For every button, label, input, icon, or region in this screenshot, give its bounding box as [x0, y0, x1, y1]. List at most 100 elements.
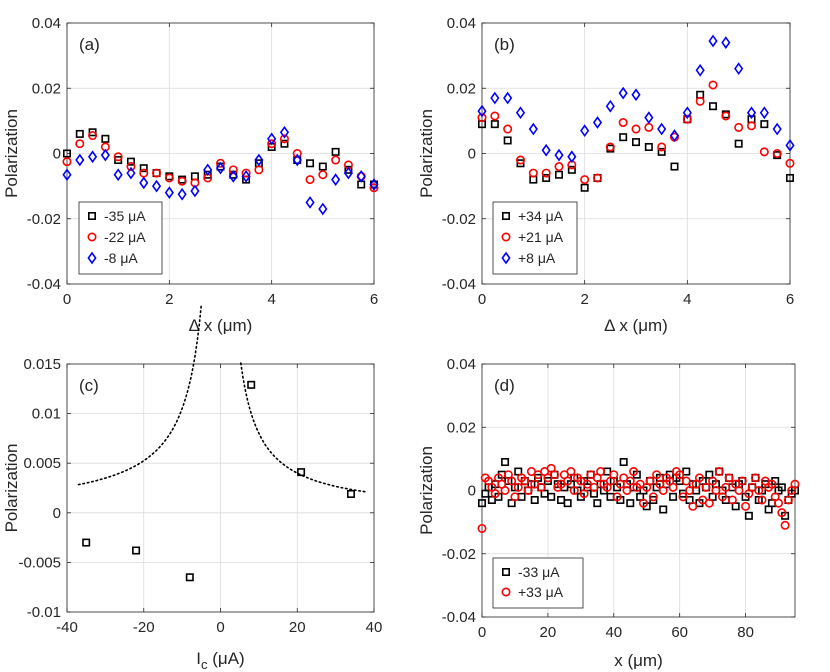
data-point — [711, 485, 721, 495]
data-point — [554, 170, 563, 179]
data-point — [113, 168, 123, 182]
data-point — [490, 111, 500, 121]
data-point — [164, 186, 174, 200]
data-point — [750, 473, 760, 483]
data-point — [515, 155, 525, 165]
x-tick-label: 6 — [786, 291, 794, 308]
x-axis-label: Δ x (μm) — [189, 316, 253, 335]
data-point — [704, 498, 714, 508]
data-point — [760, 120, 769, 129]
data-point — [510, 492, 520, 502]
data-point — [759, 106, 769, 120]
data-point — [580, 124, 590, 138]
data-point — [490, 120, 499, 129]
legend-label: -35 μA — [104, 208, 146, 224]
data-point — [530, 495, 539, 504]
data-point — [185, 573, 194, 582]
y-axis-label: Polarization — [417, 446, 436, 535]
data-point — [657, 147, 666, 156]
data-point — [685, 485, 695, 495]
data-point — [657, 142, 667, 152]
data-point — [203, 170, 212, 179]
data-point — [721, 36, 731, 49]
data-point — [75, 139, 85, 149]
data-point — [688, 501, 698, 511]
data-point — [114, 156, 123, 165]
legend-marker — [501, 587, 511, 597]
data-point — [87, 150, 98, 164]
data-point — [241, 168, 251, 178]
data-point — [670, 162, 679, 171]
panel-d: 0 20 40 60 80 -0.04 -0.02 0 0.02 0.04 x (μm) Polari… — [417, 356, 800, 670]
data-point — [777, 508, 787, 518]
data-point — [580, 183, 589, 192]
data-point — [503, 91, 513, 105]
x-tick-label: 0 — [478, 291, 486, 308]
data-point — [523, 485, 533, 495]
data-point — [645, 476, 655, 486]
fit-curve — [77, 303, 203, 486]
data-point — [714, 467, 724, 477]
data-point — [501, 458, 510, 467]
x-tick-label: 40 — [366, 619, 383, 636]
data-point — [215, 161, 226, 175]
data-point — [528, 168, 538, 178]
x-tick-label: 20 — [540, 624, 557, 641]
data-point — [648, 492, 658, 502]
y-tick-label: 0.04 — [447, 356, 476, 373]
data-point — [228, 169, 238, 183]
x-axis-label: x (μm) — [614, 651, 663, 670]
data-point — [772, 122, 782, 136]
data-point — [737, 476, 747, 486]
data-point — [177, 187, 187, 201]
data-point — [305, 196, 315, 209]
legend-marker — [501, 232, 511, 242]
data-point — [477, 113, 487, 123]
data-point — [669, 492, 678, 501]
data-point — [592, 173, 602, 183]
panel-label: (d) — [494, 376, 515, 395]
series-circle — [477, 463, 800, 533]
data-point — [306, 159, 315, 168]
data-point — [554, 148, 564, 162]
data-point — [708, 34, 718, 48]
data-point — [152, 168, 162, 178]
data-point — [618, 86, 628, 100]
data-point — [783, 495, 793, 505]
data-point — [547, 492, 556, 501]
data-point — [685, 495, 694, 504]
legend-box — [492, 557, 584, 609]
data-point — [515, 106, 526, 120]
data-point — [629, 467, 639, 477]
data-point — [514, 467, 523, 476]
data-point — [644, 111, 654, 124]
y-tick-label: 0 — [53, 505, 61, 522]
data-point — [62, 157, 72, 167]
data-point — [241, 169, 251, 183]
data-point — [369, 178, 379, 191]
data-point — [757, 495, 767, 505]
y-tick-label: 0 — [468, 146, 476, 163]
legend: +34 μA +21 μA +8 μA — [492, 201, 578, 275]
data-point — [177, 176, 187, 186]
series-square — [477, 90, 794, 192]
series-square — [62, 128, 378, 189]
x-tick-label: -40 — [56, 619, 78, 636]
y-tick-label: 0.04 — [32, 15, 61, 32]
data-point — [132, 546, 141, 555]
data-point — [563, 476, 573, 486]
data-point — [279, 125, 290, 139]
legend-marker — [501, 212, 510, 221]
data-point — [503, 124, 513, 134]
data-point — [618, 118, 628, 128]
data-point — [764, 505, 773, 514]
data-point — [589, 482, 599, 492]
panel-label: (b) — [494, 35, 515, 54]
legend-marker — [87, 251, 97, 265]
x-tick-label: 2 — [165, 291, 173, 308]
data-point — [605, 142, 615, 152]
data-point — [644, 142, 653, 151]
data-point — [695, 96, 705, 106]
y-tick-label: 0.04 — [447, 15, 476, 32]
